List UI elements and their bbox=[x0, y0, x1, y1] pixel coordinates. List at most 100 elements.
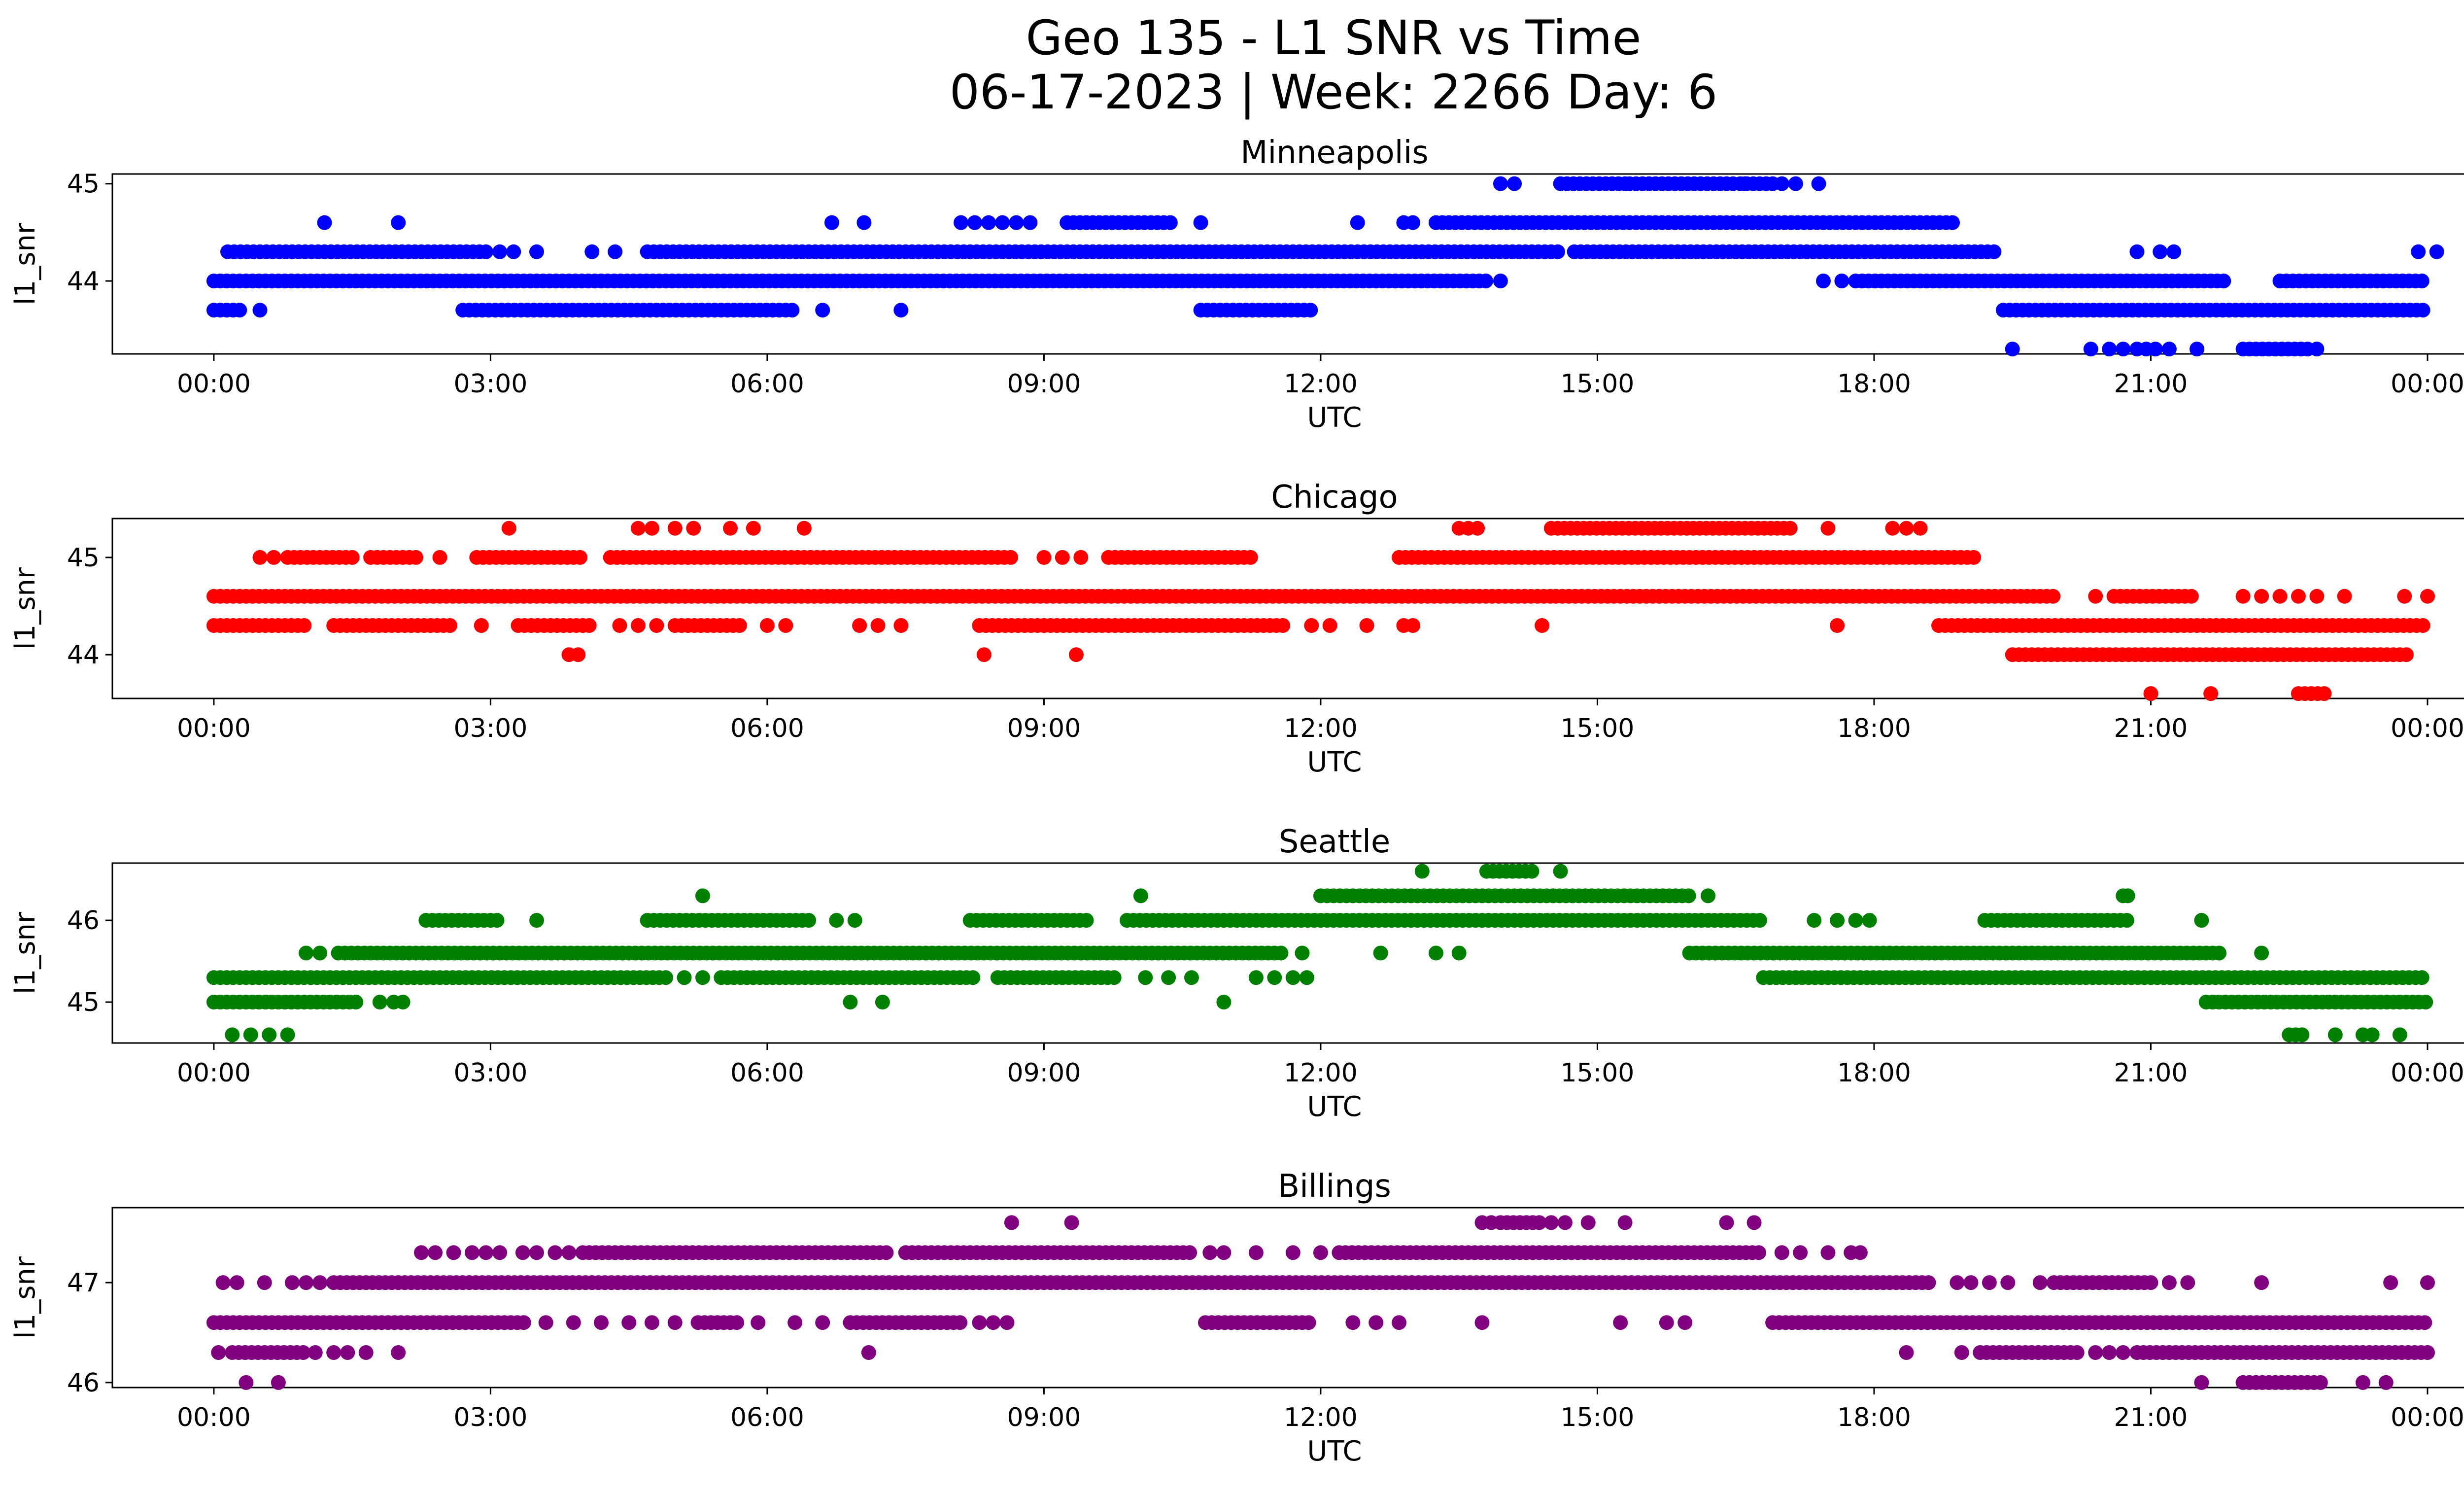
x-tick-label: 18:00 bbox=[1837, 1403, 1911, 1432]
data-point bbox=[2005, 342, 2020, 357]
data-point bbox=[1852, 1245, 1868, 1260]
x-tick-label: 03:00 bbox=[453, 1058, 527, 1088]
data-point bbox=[1550, 244, 1565, 259]
data-point bbox=[1719, 1215, 1734, 1230]
data-point bbox=[677, 970, 692, 985]
x-tick-label: 06:00 bbox=[730, 714, 804, 743]
data-point bbox=[1303, 303, 1318, 318]
figure-title-line2: 06-17-2023 | Week: 2266 Day: 6 bbox=[950, 65, 1718, 120]
subplots: Minneapolis 44 45 00:00 03:00 06:00 09:00 12:00… bbox=[9, 135, 2464, 1467]
data-point bbox=[612, 618, 627, 633]
data-point bbox=[1273, 945, 1289, 961]
data-point bbox=[229, 1275, 244, 1290]
data-point bbox=[1392, 1315, 1406, 1330]
data-point bbox=[2083, 342, 2098, 357]
data-point bbox=[2414, 274, 2430, 288]
data-point bbox=[1036, 550, 1052, 565]
data-point bbox=[1816, 274, 1831, 288]
data-point bbox=[751, 1315, 766, 1330]
axes-frame bbox=[111, 1207, 2464, 1389]
data-point bbox=[1405, 618, 1421, 633]
data-point bbox=[1068, 647, 1084, 662]
data-point bbox=[2254, 1275, 2269, 1290]
data-point bbox=[1613, 1315, 1628, 1330]
data-point bbox=[981, 215, 996, 230]
subplot-seattle: Seattle 45 46 00:00 03:00 06:00 09:00 12:00 15:0… bbox=[9, 824, 2464, 1123]
data-point bbox=[729, 1315, 745, 1330]
data-point bbox=[2420, 1275, 2435, 1290]
data-point bbox=[232, 303, 247, 318]
data-point bbox=[746, 521, 761, 536]
x-tick-label: 21:00 bbox=[2114, 1058, 2188, 1088]
data-point bbox=[1885, 521, 1900, 536]
data-point bbox=[2161, 342, 2177, 357]
data-point bbox=[501, 521, 516, 536]
data-point bbox=[1304, 618, 1319, 633]
data-point bbox=[686, 521, 701, 536]
data-point bbox=[2102, 1345, 2117, 1360]
data-point bbox=[566, 1315, 581, 1330]
x-tick-label: 00:00 bbox=[2391, 714, 2464, 743]
data-point bbox=[796, 521, 812, 536]
data-point bbox=[2184, 589, 2199, 604]
data-point bbox=[529, 913, 544, 928]
data-point bbox=[358, 1345, 374, 1360]
data-point bbox=[778, 618, 793, 633]
data-point bbox=[658, 970, 673, 985]
data-point bbox=[2272, 589, 2288, 604]
axes-frame bbox=[111, 518, 2464, 699]
y-tick-label: 44 bbox=[67, 267, 100, 296]
data-point bbox=[515, 1245, 530, 1260]
subplot-title: Billings bbox=[1278, 1168, 1391, 1205]
data-point bbox=[2069, 1345, 2085, 1360]
data-point bbox=[2119, 913, 2134, 928]
data-point bbox=[1945, 215, 1960, 230]
x-tick-label: 06:00 bbox=[730, 1058, 804, 1088]
data-point bbox=[1216, 1245, 1232, 1260]
x-tick-label: 12:00 bbox=[1284, 369, 1358, 399]
data-point bbox=[582, 618, 597, 633]
x-tick-label: 09:00 bbox=[1007, 1058, 1081, 1088]
data-point bbox=[2313, 1375, 2328, 1390]
data-point bbox=[695, 970, 710, 985]
data-point bbox=[296, 1345, 311, 1360]
subplot-title: Chicago bbox=[1271, 479, 1398, 516]
data-point bbox=[573, 550, 587, 565]
data-point bbox=[414, 1245, 429, 1260]
data-point bbox=[1345, 1315, 1361, 1330]
data-point bbox=[785, 303, 800, 318]
x-tick-label: 09:00 bbox=[1007, 369, 1081, 399]
data-point bbox=[211, 1345, 226, 1360]
data-point bbox=[621, 1315, 637, 1330]
data-point bbox=[965, 970, 981, 985]
data-point bbox=[2420, 1345, 2435, 1360]
data-point bbox=[408, 550, 423, 565]
data-point bbox=[299, 1275, 314, 1290]
data-point bbox=[2088, 589, 2103, 604]
data-point bbox=[1322, 618, 1337, 633]
scatter-series bbox=[206, 521, 2435, 701]
data-point bbox=[492, 244, 508, 259]
y-tick-label: 47 bbox=[67, 1268, 100, 1298]
data-point bbox=[2415, 618, 2430, 633]
data-point bbox=[2194, 1375, 2209, 1390]
data-point bbox=[1023, 215, 1038, 230]
data-point bbox=[995, 215, 1010, 230]
data-point bbox=[308, 1345, 323, 1360]
data-point bbox=[1921, 1275, 1936, 1290]
data-point bbox=[1184, 970, 1199, 985]
data-point bbox=[348, 995, 364, 1009]
data-point bbox=[2291, 589, 2306, 604]
data-point bbox=[2429, 244, 2444, 259]
data-point bbox=[561, 1245, 577, 1260]
data-point bbox=[1106, 970, 1122, 985]
data-point bbox=[1202, 1245, 1218, 1260]
data-point bbox=[824, 215, 839, 230]
data-point bbox=[1182, 1245, 1198, 1260]
data-point bbox=[280, 1027, 295, 1043]
data-point bbox=[1830, 913, 1845, 928]
y-axis-label: l1_snr bbox=[9, 567, 41, 650]
data-point bbox=[879, 1245, 894, 1260]
axes-frame bbox=[111, 862, 2464, 1044]
data-point bbox=[2254, 945, 2269, 961]
